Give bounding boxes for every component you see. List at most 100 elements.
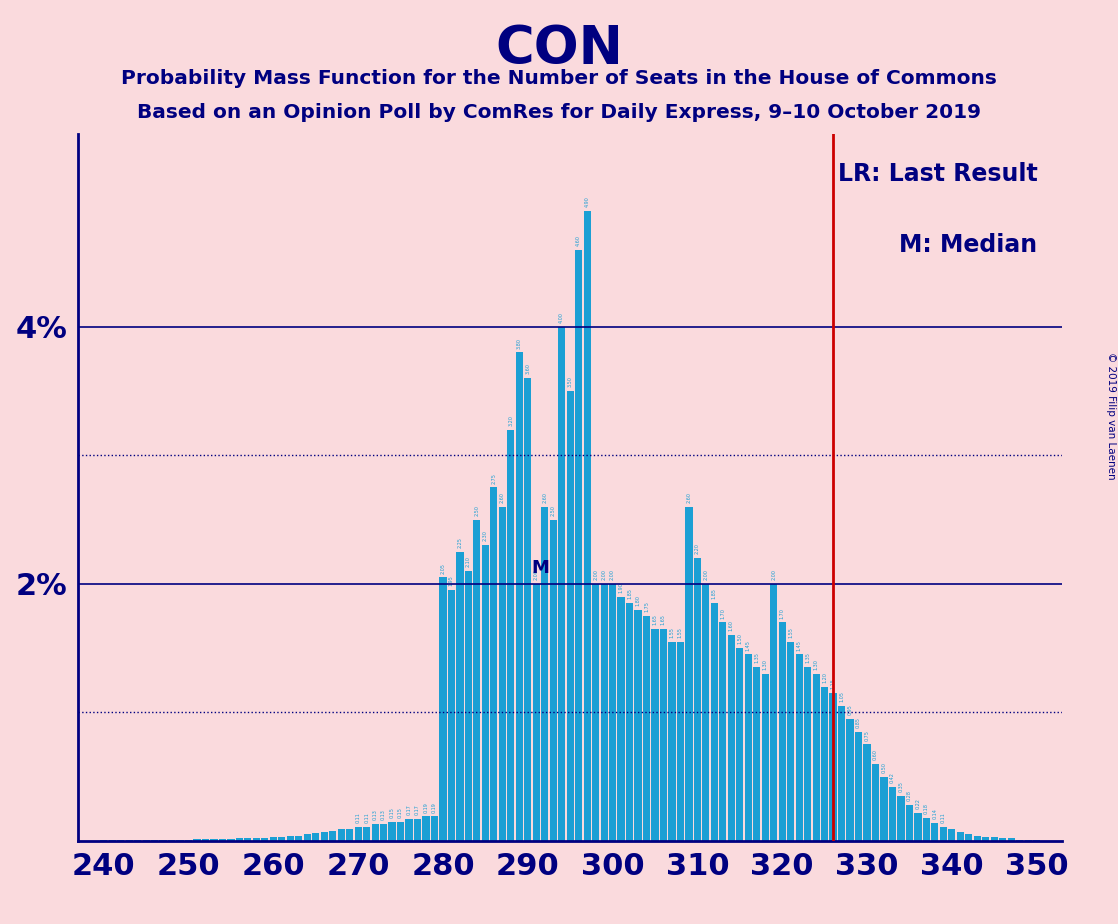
Text: 1.55: 1.55: [788, 626, 793, 638]
Bar: [193, 840, 200, 841]
Bar: [685, 506, 692, 841]
Bar: [465, 571, 472, 841]
Text: 0.18: 0.18: [923, 803, 929, 814]
Bar: [922, 818, 930, 841]
Bar: [948, 829, 956, 841]
Text: 1.55: 1.55: [678, 626, 683, 638]
Bar: [813, 674, 819, 841]
Text: 0.13: 0.13: [381, 809, 386, 821]
Text: 0.19: 0.19: [432, 802, 437, 812]
Bar: [838, 706, 845, 841]
Bar: [736, 648, 743, 841]
Bar: [999, 838, 1006, 841]
Text: 2.50: 2.50: [474, 505, 480, 516]
Text: 3.60: 3.60: [525, 363, 530, 374]
Bar: [532, 584, 540, 841]
Bar: [321, 832, 328, 841]
Bar: [380, 824, 387, 841]
Text: 2.00: 2.00: [533, 569, 539, 580]
Bar: [558, 327, 566, 841]
Bar: [669, 641, 675, 841]
Bar: [142, 840, 150, 841]
Text: M: M: [531, 559, 549, 578]
Text: 0.17: 0.17: [407, 804, 411, 815]
Bar: [821, 687, 828, 841]
Bar: [312, 833, 320, 841]
Text: 2.30: 2.30: [483, 530, 487, 541]
Bar: [778, 623, 786, 841]
Text: 3.20: 3.20: [509, 415, 513, 426]
Text: 4.90: 4.90: [585, 197, 589, 207]
Text: 0.11: 0.11: [941, 812, 946, 823]
Bar: [804, 667, 812, 841]
Text: 1.55: 1.55: [670, 626, 674, 638]
Text: 2.25: 2.25: [457, 537, 463, 548]
Bar: [593, 584, 599, 841]
Bar: [439, 578, 446, 841]
Bar: [515, 352, 523, 841]
Bar: [617, 597, 625, 841]
Text: 0.35: 0.35: [899, 781, 903, 792]
Bar: [974, 835, 980, 841]
Text: 2.50: 2.50: [551, 505, 556, 516]
Bar: [550, 519, 557, 841]
Text: 0.75: 0.75: [864, 730, 870, 741]
Bar: [567, 391, 574, 841]
Bar: [711, 603, 718, 841]
Bar: [770, 584, 777, 841]
Bar: [846, 719, 854, 841]
Bar: [1016, 840, 1023, 841]
Bar: [600, 584, 608, 841]
Text: 0.11: 0.11: [356, 812, 361, 823]
Bar: [423, 817, 429, 841]
Text: 1.15: 1.15: [831, 678, 835, 689]
Bar: [227, 839, 235, 841]
Bar: [584, 211, 590, 841]
Bar: [1007, 838, 1015, 841]
Bar: [957, 832, 964, 841]
Text: 1.90: 1.90: [618, 582, 624, 593]
Bar: [965, 834, 973, 841]
Text: 1.45: 1.45: [746, 639, 751, 650]
Text: 4.60: 4.60: [576, 235, 581, 246]
Text: © 2019 Filip van Laenen: © 2019 Filip van Laenen: [1106, 352, 1116, 480]
Bar: [168, 840, 176, 841]
Text: 1.80: 1.80: [635, 595, 641, 605]
Text: CON: CON: [495, 23, 623, 75]
Text: 0.13: 0.13: [372, 809, 378, 821]
Bar: [202, 839, 209, 841]
Bar: [286, 835, 294, 841]
Bar: [694, 558, 701, 841]
Bar: [830, 693, 836, 841]
Bar: [796, 654, 803, 841]
Text: 2.60: 2.60: [542, 492, 547, 503]
Bar: [456, 552, 464, 841]
Text: 1.35: 1.35: [805, 652, 811, 663]
Text: 0.28: 0.28: [907, 790, 912, 801]
Bar: [253, 838, 260, 841]
Bar: [219, 839, 226, 841]
Text: 2.00: 2.00: [610, 569, 615, 580]
Bar: [609, 584, 616, 841]
Text: 2.05: 2.05: [440, 563, 445, 574]
Text: 0.85: 0.85: [856, 717, 861, 728]
Bar: [363, 827, 370, 841]
Bar: [906, 805, 913, 841]
Text: M: Median: M: Median: [899, 233, 1038, 257]
Text: 1.70: 1.70: [720, 608, 726, 618]
Bar: [329, 831, 337, 841]
Bar: [787, 641, 794, 841]
Bar: [761, 674, 769, 841]
Bar: [236, 838, 243, 841]
Bar: [1033, 840, 1040, 841]
Text: 1.75: 1.75: [644, 602, 650, 612]
Text: Based on an Opinion Poll by ComRes for Daily Express, 9–10 October 2019: Based on an Opinion Poll by ComRes for D…: [138, 103, 980, 123]
Text: 2.60: 2.60: [500, 492, 505, 503]
Text: 1.60: 1.60: [729, 621, 733, 631]
Text: 0.95: 0.95: [847, 704, 853, 715]
Bar: [1024, 840, 1032, 841]
Bar: [940, 827, 947, 841]
Text: 0.15: 0.15: [398, 807, 404, 818]
Text: 2.00: 2.00: [771, 569, 776, 580]
Text: 1.85: 1.85: [712, 589, 717, 600]
